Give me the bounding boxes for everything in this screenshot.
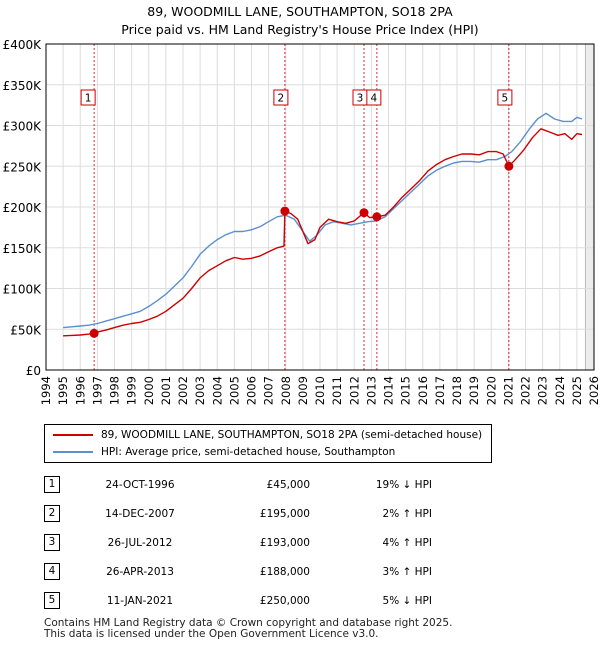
table-row: 3 26-JUL-2012 £193,000 4% ↑ HPI [44, 528, 432, 557]
sale-hpi-diff: 19% ↓ HPI [375, 478, 432, 491]
sales-table: 1 24-OCT-1996 £45,000 19% ↓ HPI 2 14-DEC… [44, 470, 432, 615]
sale-number-badge: 5 [44, 592, 60, 609]
legend-label-property: 89, WOODMILL LANE, SOUTHAMPTON, SO18 2PA… [101, 429, 483, 441]
sale-label-number: 3 [357, 93, 364, 105]
footer-license: This data is licensed under the Open Gov… [44, 628, 379, 640]
sale-date: 11-JAN-2021 [106, 594, 174, 607]
x-tick-label: 2013 [364, 376, 378, 405]
y-tick-label: £50K [10, 323, 42, 337]
x-tick-label: 2003 [193, 376, 207, 405]
sale-label-box [273, 89, 289, 106]
x-tick-label: 1999 [125, 376, 139, 405]
legend-item-hpi: HPI: Average price, semi-detached house,… [53, 444, 395, 460]
x-tick-label: 2017 [433, 376, 447, 405]
sale-hpi-diff: 5% ↓ HPI [382, 594, 432, 607]
sale-label-number: 1 [85, 93, 92, 105]
sale-date: 24-OCT-1996 [105, 478, 175, 491]
sale-number-badge: 3 [44, 534, 60, 551]
footer-copyright: Contains HM Land Registry data © Crown c… [44, 617, 453, 629]
x-tick-label: 2015 [399, 376, 413, 405]
x-tick-label: 2005 [227, 376, 241, 405]
x-tick-label: 2009 [296, 376, 310, 405]
sale-price: £250,000 [259, 594, 310, 607]
sale-price: £188,000 [259, 565, 310, 578]
footer: Contains HM Land Registry data © Crown c… [44, 618, 452, 640]
table-row: 1 24-OCT-1996 £45,000 19% ↓ HPI [44, 470, 432, 499]
x-tick-label: 2006 [245, 376, 259, 405]
x-tick-label: 2019 [467, 376, 481, 405]
chart-subtitle: Price paid vs. HM Land Registry's House … [121, 22, 479, 37]
x-tick-label: 2012 [347, 376, 361, 405]
x-tick-label: 2002 [176, 376, 190, 405]
x-tick-label: 2025 [570, 376, 584, 405]
sale-label-number: 4 [371, 93, 378, 105]
sale-label-box [497, 89, 513, 106]
table-row: 2 14-DEC-2007 £195,000 2% ↑ HPI [44, 499, 432, 528]
x-tick-label: 2010 [313, 376, 327, 405]
x-tick-label: 1995 [56, 376, 70, 405]
sale-point [359, 208, 369, 218]
sale-label-box [80, 89, 96, 106]
sale-label-number: 5 [502, 93, 509, 105]
sale-label-number: 2 [278, 93, 285, 105]
x-tick-label: 2014 [382, 376, 396, 405]
y-tick-label: £350K [3, 79, 43, 93]
property-price-line [63, 128, 583, 337]
x-tick-label: 2021 [501, 376, 515, 405]
x-tick-label: 2018 [450, 376, 464, 405]
y-tick-label: £0 [26, 364, 41, 378]
legend-item-property: 89, WOODMILL LANE, SOUTHAMPTON, SO18 2PA… [53, 427, 482, 443]
price-chart: £0 £50K £100K £150K £200K £250K £300K £350K £400… [3, 38, 600, 405]
x-tick-label: 2020 [484, 376, 498, 405]
x-tick-label: 2024 [553, 376, 567, 405]
y-tick-label: £400K [3, 38, 43, 52]
sale-price: £193,000 [259, 536, 310, 549]
sale-hpi-diff: 3% ↑ HPI [382, 565, 432, 578]
x-tick-label: 2011 [330, 376, 344, 405]
x-tick-label: 2004 [210, 376, 224, 405]
sale-point [372, 212, 382, 222]
sale-number-badge: 4 [44, 563, 60, 580]
y-tick-label: £150K [3, 242, 43, 256]
sale-hpi-diff: 2% ↑ HPI [382, 507, 432, 520]
legend-line-hpi [53, 451, 93, 453]
x-tick-label: 2007 [262, 376, 276, 405]
x-tick-label: 2000 [142, 376, 156, 405]
y-tick-label: £200K [3, 201, 43, 215]
sale-date: 14-DEC-2007 [105, 507, 175, 520]
sale-number-badge: 1 [44, 476, 60, 493]
legend-line-property [53, 434, 93, 436]
hpi-line [63, 112, 583, 329]
table-row: 4 26-APR-2013 £188,000 3% ↑ HPI [44, 557, 432, 586]
y-tick-label: £100K [3, 283, 43, 297]
y-tick-label: £300K [3, 120, 43, 134]
sale-number-badge: 2 [44, 505, 60, 522]
x-tick-label: 1996 [73, 376, 87, 405]
sale-point [89, 328, 99, 338]
table-row: 5 11-JAN-2021 £250,000 5% ↓ HPI [44, 586, 432, 615]
x-tick-label: 2023 [536, 376, 550, 405]
sale-price: £195,000 [259, 507, 310, 520]
x-tick-label: 1997 [90, 376, 104, 405]
chart-legend: 89, WOODMILL LANE, SOUTHAMPTON, SO18 2PA… [44, 424, 492, 463]
chart-title: 89, WOODMILL LANE, SOUTHAMPTON, SO18 2PA [147, 4, 453, 19]
x-tick-label: 2008 [279, 376, 293, 405]
x-tick-label: 2026 [587, 376, 600, 405]
x-tick-label: 2001 [159, 376, 173, 405]
x-tick-label: 2022 [519, 376, 533, 405]
sale-date: 26-JUL-2012 [107, 536, 173, 549]
sale-label-box [366, 89, 382, 106]
y-tick-label: £250K [3, 160, 43, 174]
sale-date: 26-APR-2013 [106, 565, 174, 578]
sale-price: £45,000 [266, 478, 310, 491]
x-tick-label: 2016 [416, 376, 430, 405]
plot-border [45, 43, 595, 371]
x-tick-label: 1998 [108, 376, 122, 405]
legend-label-hpi: HPI: Average price, semi-detached house,… [101, 446, 396, 458]
sale-point [504, 161, 514, 171]
x-tick-label: 1994 [39, 376, 53, 405]
sale-hpi-diff: 4% ↑ HPI [382, 536, 432, 549]
sale-point [280, 206, 290, 216]
